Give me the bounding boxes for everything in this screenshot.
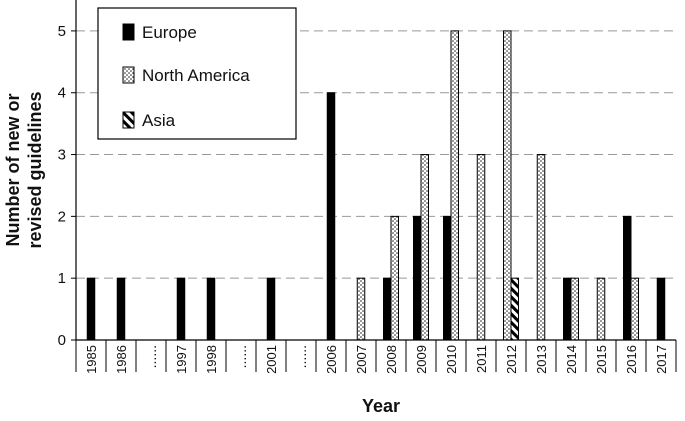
bar-dotted-2011 <box>476 154 486 341</box>
bar-dotted-2014 <box>570 277 579 341</box>
legend-label: Asia <box>142 111 176 130</box>
x-tick-label: 1997 <box>174 345 189 374</box>
bar-solid-1997 <box>176 277 186 341</box>
x-tick-label: 2015 <box>594 345 609 374</box>
x-axis-break-dots: ...... <box>293 345 309 368</box>
bar-solid-2006 <box>326 92 336 341</box>
x-tick-label: 2006 <box>324 345 339 374</box>
x-axis-break-dots: ...... <box>143 345 159 368</box>
legend-label: Europe <box>142 23 197 42</box>
x-tick-label: 2017 <box>654 345 669 374</box>
x-tick-label: 1998 <box>204 345 219 374</box>
x-axis-break-dots: ...... <box>233 345 249 368</box>
bar-hatched-2012 <box>510 277 519 341</box>
x-tick-label: 2008 <box>384 345 399 374</box>
x-tick-label: 2007 <box>354 345 369 374</box>
x-tick-label: 2009 <box>414 345 429 374</box>
bar-dotted-2009 <box>420 154 429 341</box>
x-tick-label: 2014 <box>564 345 579 374</box>
bar-solid-2014 <box>563 277 572 341</box>
bar-solid-2017 <box>656 277 666 341</box>
legend-swatch-solid <box>122 23 135 41</box>
bar-solid-1985 <box>86 277 96 341</box>
bar-dotted-2015 <box>596 277 606 341</box>
x-tick-label: 2011 <box>474 345 489 373</box>
x-tick-label: 2012 <box>504 345 519 374</box>
bar-dotted-2007 <box>356 277 366 341</box>
bar-dotted-2008 <box>390 215 399 341</box>
x-axis-label: Year <box>362 396 400 416</box>
legend: Europe North America Asia <box>97 7 297 140</box>
y-tick-label: 0 <box>58 332 66 349</box>
x-tick-label: 2016 <box>624 345 639 374</box>
y-tick-label: 2 <box>58 208 66 225</box>
y-axis-label-line-2: revised guidelines <box>25 91 45 248</box>
x-tick-label: 1986 <box>114 345 129 374</box>
x-tick-label: 2013 <box>534 345 549 374</box>
bar-dotted-2013 <box>536 154 546 341</box>
y-tick-label: 5 <box>58 23 66 40</box>
bar-dotted-2012 <box>503 30 512 341</box>
x-tick-labels: 1985 1986...... 1997 1998...... 2001...... 20… <box>84 345 669 374</box>
bar-solid-2008 <box>383 277 392 341</box>
legend-swatch-hatched <box>122 111 135 129</box>
bar-solid-1998 <box>206 277 216 341</box>
bar-dotted-2010 <box>450 30 459 341</box>
bar-dotted-2016 <box>630 277 639 341</box>
axes <box>71 0 677 372</box>
bar-solid-2009 <box>413 215 422 341</box>
x-tick-label: 1985 <box>84 345 99 374</box>
legend-swatch-dotted <box>122 66 135 84</box>
x-tick-label: 2001 <box>264 345 279 374</box>
x-tick-label: 2010 <box>444 345 459 374</box>
y-tick-labels: 0 1 2 3 4 5 <box>58 23 66 349</box>
bars <box>86 30 666 341</box>
y-tick-label: 1 <box>58 270 66 287</box>
bar-solid-2010 <box>443 215 452 341</box>
bar-solid-1986 <box>116 277 126 341</box>
legend-label: North America <box>142 66 250 85</box>
y-tick-label: 4 <box>58 85 66 102</box>
y-tick-label: 3 <box>58 147 66 164</box>
y-axis-label-line-1: Number of new or <box>3 93 23 246</box>
bar-solid-2001 <box>266 277 276 341</box>
bar-solid-2016 <box>623 215 632 341</box>
